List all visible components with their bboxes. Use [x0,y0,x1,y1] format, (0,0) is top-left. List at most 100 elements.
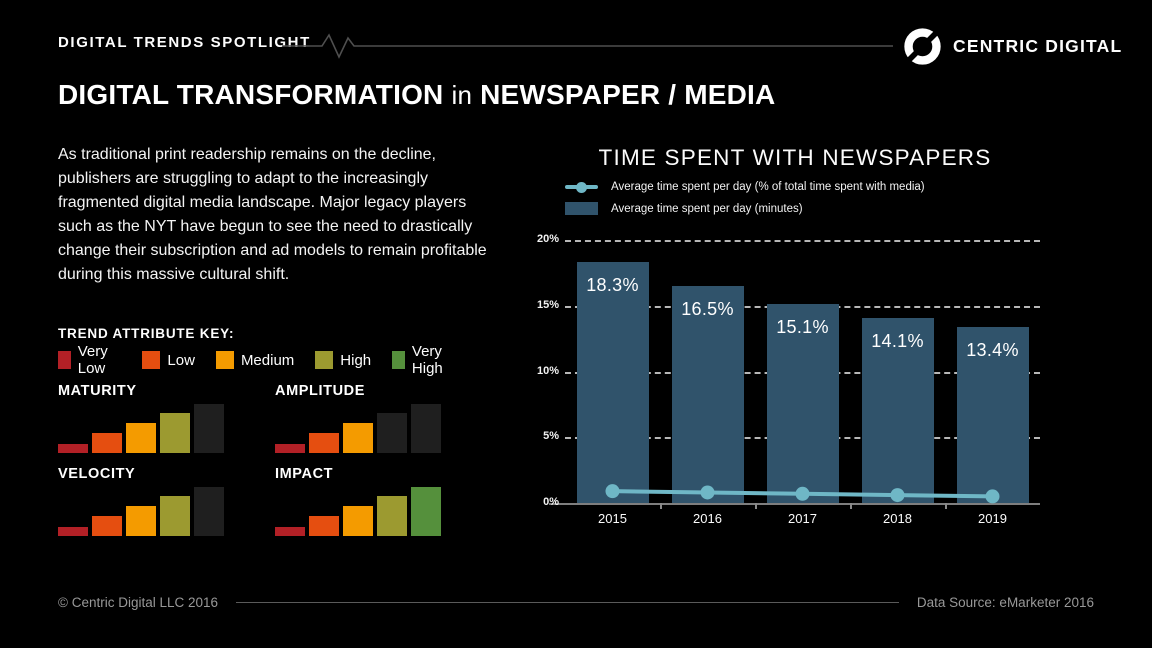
trend-attribute-label: VELOCITY [58,466,136,482]
footer: © Centric Digital LLC 2016 Data Source: … [58,595,1094,610]
key-label: Low [167,351,195,369]
rating-bar-3-filled [126,506,156,536]
bar-slot-2016: 16.5% [660,240,755,503]
key-swatch-icon [315,351,334,369]
key-swatch-icon [58,351,71,369]
data-source-text: Data Source: eMarketer 2016 [916,595,1094,610]
bar-series-marker-icon [565,202,598,215]
key-item-low: Low [142,351,195,369]
chart-plot-area: 0% 5% 10% 15% 20% 18.3% 16.5% 15.1% 14.1% 13.4% 20… [537,233,1040,526]
x-axis-extension [549,503,565,505]
rating-bar-3-filled [343,423,373,453]
intro-paragraph: As traditional print readership remains … [58,146,487,283]
pulse-icon [282,33,893,59]
key-label: High [340,351,372,369]
chart-bar-2017: 15.1% [766,304,839,503]
x-axis-label-2018: 2018 [883,511,912,526]
x-axis-tick [945,503,947,509]
x-axis-labels: 2015 2016 2017 2018 2019 [565,503,1040,526]
trend-attribute-bars [58,486,224,536]
y-axis-tick-label: 10% [536,364,559,377]
brand-name: CENTRIC DIGITAL [953,36,1123,56]
chart-title: TIME SPENT WITH NEWSPAPERS [598,145,992,170]
rating-bar-2-filled [92,433,122,453]
trend-attribute-groups: MATURITY AMPLITUDE VELOCITY IMPACT [58,383,441,536]
trend-attribute-label: IMPACT [275,466,334,482]
rating-bar-4-filled [377,496,407,536]
rating-bar-5-empty [194,487,224,536]
rating-bar-4-filled [160,496,190,536]
y-axis-tick-label: 15% [536,298,559,311]
rating-bar-5-empty [194,404,224,453]
title-part-1: DIGITAL TRANSFORMATION [58,79,444,110]
key-label: Very Low [77,343,108,377]
title-part-3: NEWSPAPER / MEDIA [480,79,776,110]
footer-divider [236,602,899,603]
bar-value-label: 14.1% [871,330,924,351]
bar-value-label: 13.4% [966,339,1019,360]
x-axis-tick [755,503,757,509]
rating-bar-3-filled [343,506,373,536]
line-series-marker-icon [565,179,598,194]
bar-slot-2018: 14.1% [850,240,945,503]
rating-bar-1-filled [275,444,305,453]
x-axis-label-2019: 2019 [978,511,1007,526]
trend-attribute-bars [58,403,224,453]
trend-key-heading: TREND ATTRIBUTE KEY: [58,326,235,341]
bar-value-label: 18.3% [586,275,639,296]
rating-bar-1-filled [58,444,88,453]
x-axis-label-2016: 2016 [693,511,722,526]
x-axis-tick [850,503,852,509]
key-item-very-high: Very High [392,343,458,377]
trend-attribute-velocity: VELOCITY [58,466,224,536]
bar-value-label: 15.1% [776,317,829,338]
trend-attribute-label: AMPLITUDE [275,383,365,399]
rating-bar-1-filled [58,527,88,536]
trend-attribute-impact: IMPACT [275,466,441,536]
eyebrow-title: DIGITAL TRENDS SPOTLIGHT [58,34,311,51]
trend-attribute-bars [275,403,441,453]
copyright-text: © Centric Digital LLC 2016 [58,595,219,610]
bar-value-label: 16.5% [681,299,734,320]
key-swatch-icon [142,351,161,369]
y-axis-tick-label: 0% [543,496,559,508]
trend-attribute-bars [275,486,441,536]
bar-slot-2017: 15.1% [755,240,850,503]
bar-slot-2019: 13.4% [945,240,1040,503]
rating-bar-2-filled [92,516,122,536]
key-item-very-low: Very Low [58,343,121,377]
y-axis-tick-label: 5% [543,430,559,443]
x-axis-tick [660,503,662,509]
rating-bar-4-empty [377,413,407,453]
x-axis-label-2015: 2015 [598,511,627,526]
chart-bar-2019: 13.4% [956,326,1029,503]
rating-bar-2-filled [309,516,339,536]
rating-bar-4-filled [160,413,190,453]
trend-attribute-maturity: MATURITY [58,383,224,453]
key-label: Medium [240,351,295,369]
legend-item-line: Average time spent per day (% of total t… [565,179,925,194]
rating-bar-1-filled [275,527,305,536]
legend-label-line: Average time spent per day (% of total t… [611,180,925,193]
rating-bar-3-filled [126,423,156,453]
key-swatch-icon [392,351,405,369]
page-title: DIGITAL TRANSFORMATION in NEWSPAPER / ME… [58,79,776,111]
brand: CENTRIC DIGITAL [902,26,1122,67]
rating-bar-5-filled [411,487,441,536]
key-item-high: High [315,351,371,369]
chart-bar-2018: 14.1% [861,317,934,503]
gridline-20% [565,240,1040,242]
trend-attribute-label: MATURITY [58,383,137,399]
chart-legend: Average time spent per day (% of total t… [565,179,925,216]
key-label: Very High [411,343,443,377]
trend-attribute-amplitude: AMPLITUDE [275,383,441,453]
rating-bar-2-filled [309,433,339,453]
y-axis-tick-label: 20% [536,233,559,245]
key-swatch-icon [215,351,234,369]
x-axis-label-2017: 2017 [788,511,817,526]
legend-label-bar: Average time spent per day (minutes) [611,202,803,215]
rating-bar-5-empty [411,404,441,453]
bar-slot-2015: 18.3% [565,240,660,503]
key-item-medium: Medium [215,351,295,369]
